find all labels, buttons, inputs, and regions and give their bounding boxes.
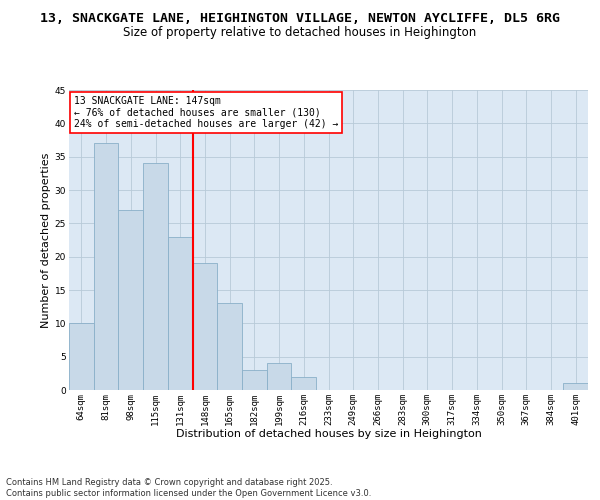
Bar [267,364,292,390]
Bar [242,370,267,390]
Bar [563,384,588,390]
Text: 13 SNACKGATE LANE: 147sqm
← 76% of detached houses are smaller (130)
24% of semi: 13 SNACKGATE LANE: 147sqm ← 76% of detac… [74,96,338,129]
Bar [69,324,94,390]
Text: Contains HM Land Registry data © Crown copyright and database right 2025.
Contai: Contains HM Land Registry data © Crown c… [6,478,371,498]
Text: 13, SNACKGATE LANE, HEIGHINGTON VILLAGE, NEWTON AYCLIFFE, DL5 6RG: 13, SNACKGATE LANE, HEIGHINGTON VILLAGE,… [40,12,560,26]
Bar [143,164,168,390]
Bar [94,144,118,390]
Bar [217,304,242,390]
Text: Size of property relative to detached houses in Heighington: Size of property relative to detached ho… [124,26,476,39]
Bar [292,376,316,390]
Bar [168,236,193,390]
Y-axis label: Number of detached properties: Number of detached properties [41,152,50,328]
Bar [118,210,143,390]
Bar [193,264,217,390]
X-axis label: Distribution of detached houses by size in Heighington: Distribution of detached houses by size … [176,429,481,439]
